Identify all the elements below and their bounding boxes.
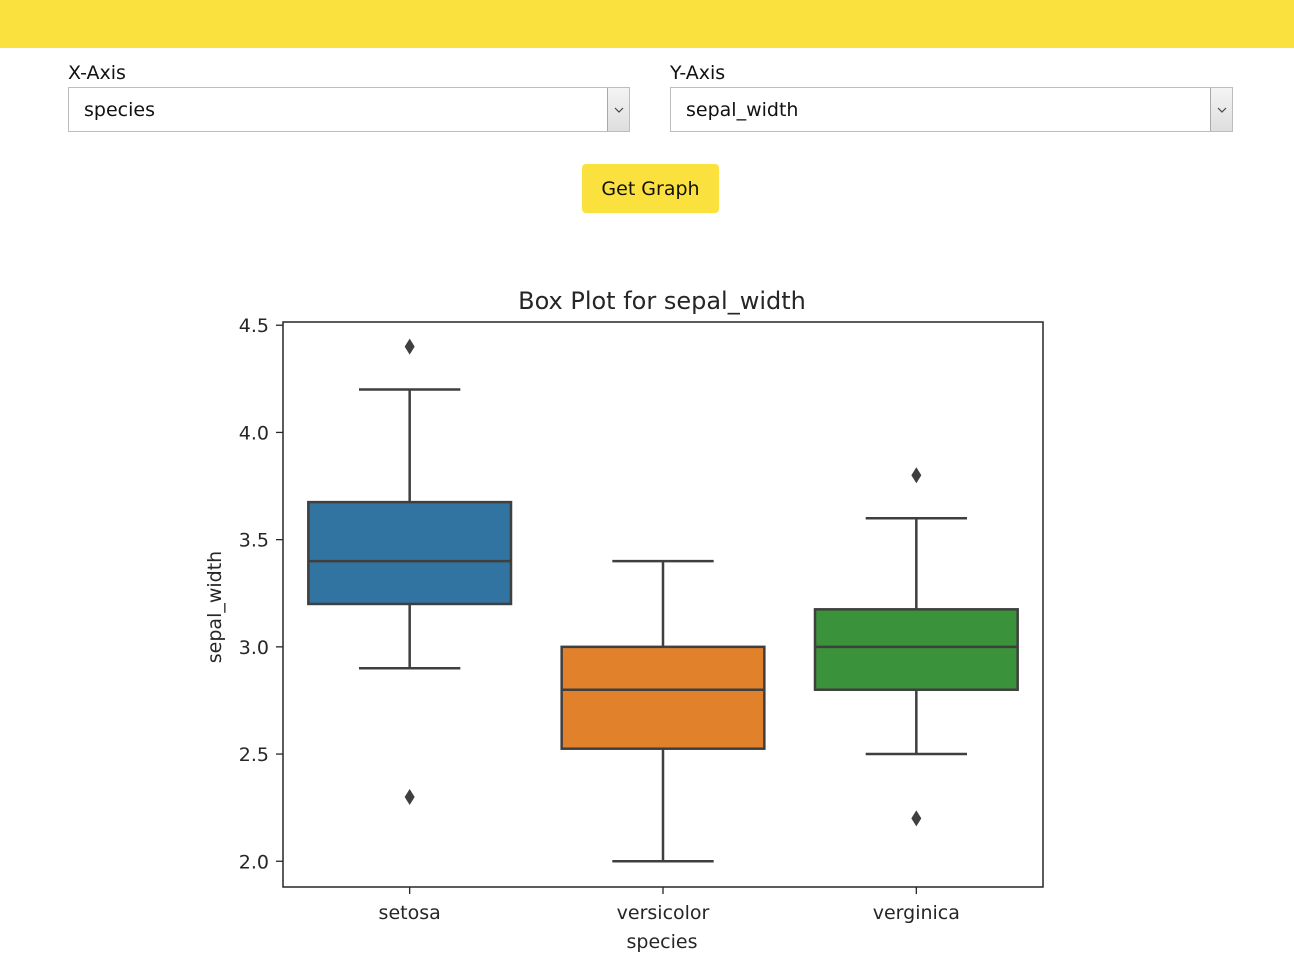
x-axis-selected-value: species — [84, 99, 155, 121]
y-tick-label: 2.5 — [239, 744, 269, 766]
outlier-point — [911, 467, 922, 484]
y-tick-label: 3.0 — [239, 637, 269, 659]
box-verginica — [813, 608, 1019, 691]
y-axis-title: sepal_width — [204, 551, 226, 663]
y-axis-selected-value: sepal_width — [686, 99, 799, 121]
x-tick-label: setosa — [379, 902, 441, 924]
x-tick-label: verginica — [873, 902, 960, 924]
y-axis-label: Y-Axis — [670, 62, 726, 84]
chart-title: Box Plot for sepal_width — [518, 287, 806, 315]
chevron-down-icon[interactable] — [607, 88, 629, 131]
chevron-down-icon[interactable] — [1210, 88, 1232, 131]
plot-frame — [282, 321, 1044, 888]
top-header-bar — [0, 0, 1294, 48]
x-axis-title: species — [627, 931, 698, 953]
x-axis-label: X-Axis — [68, 62, 126, 84]
x-axis-select[interactable]: species — [68, 87, 630, 132]
get-graph-button[interactable]: Get Graph — [582, 164, 719, 213]
y-tick-label: 3.5 — [239, 530, 269, 552]
x-tick-label: versicolor — [617, 902, 710, 924]
y-axis-select[interactable]: sepal_width — [670, 87, 1233, 132]
outlier-point — [911, 810, 922, 827]
outlier-point — [404, 338, 415, 355]
outlier-point — [404, 788, 415, 805]
box-versicolor — [560, 645, 766, 750]
y-tick-label: 4.0 — [239, 422, 269, 444]
y-tick-label: 2.0 — [239, 851, 269, 873]
box-setosa — [307, 500, 513, 606]
y-tick-label: 4.5 — [239, 315, 269, 337]
